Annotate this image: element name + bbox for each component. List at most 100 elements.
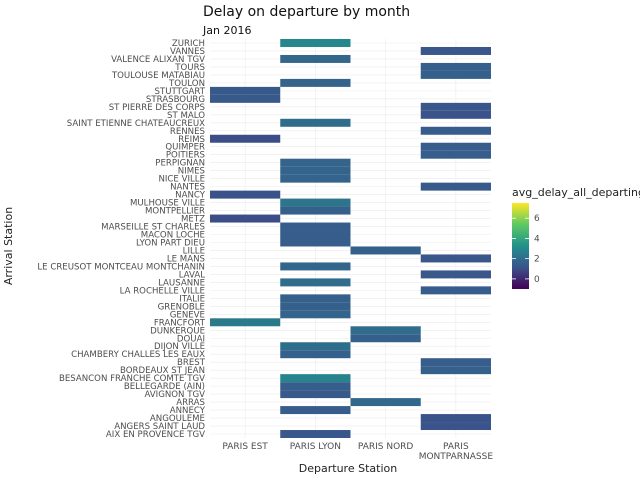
chart-subtitle: Jan 2016 <box>203 24 252 37</box>
heatmap-cell <box>420 110 491 119</box>
heatmap-cell <box>280 174 351 183</box>
y-tick-label: ANGERS SAINT LAUD <box>114 422 205 432</box>
y-tick-label: VANNES <box>170 47 205 57</box>
y-tick-label: LAVAL <box>179 270 206 280</box>
x-tick-label: PARIS EST <box>222 442 268 452</box>
heatmap-cell <box>280 238 351 247</box>
chart-title: Delay on departure by month <box>203 4 411 20</box>
heatmap-cell <box>420 254 491 263</box>
y-tick-label: MONTPELLIER <box>145 207 205 217</box>
y-tick-label: TOURS <box>174 63 205 73</box>
heatmap-cell <box>350 246 421 255</box>
y-tick-label: AVIGNON TGV <box>144 390 205 400</box>
x-tick-labels: PARIS EST PARIS LYON PARIS NORD PARIS MONTPA… <box>222 442 493 462</box>
heatmap-cell <box>280 278 351 287</box>
heatmap-cell <box>420 358 491 367</box>
heatmap-cell <box>280 294 351 303</box>
y-tick-label: LAUSANNE <box>158 278 205 288</box>
y-tick-label: MARSEILLE ST CHARLES <box>101 223 205 233</box>
x-tick-label: PARIS NORD <box>358 442 414 452</box>
heatmap-cell <box>420 70 491 79</box>
y-tick-label: TOULON <box>168 79 205 89</box>
legend-tick-label: 0 <box>534 275 540 285</box>
y-tick-label: NANCY <box>175 191 206 201</box>
heatmap-cell <box>280 374 351 383</box>
x-tick-label: PARIS LYON <box>290 442 341 452</box>
y-tick-label: STUTTGART <box>155 87 206 97</box>
y-tick-label: DOUAI <box>177 334 205 344</box>
heatmap-cell <box>280 342 351 351</box>
heatmap-cell <box>280 206 351 215</box>
heatmap-cell <box>420 142 491 151</box>
y-tick-label: GENEVE <box>170 310 205 320</box>
y-tick-label: LA ROCHELLE VILLE <box>120 286 205 296</box>
y-tick-label: POITIERS <box>166 151 205 161</box>
y-tick-label: CHAMBERY CHALLES LES EAUX <box>71 350 205 360</box>
y-tick-label: REIMS <box>178 135 205 145</box>
y-axis-title: Arrival Station <box>2 207 15 285</box>
heatmap-cell <box>210 134 281 143</box>
heatmap-cell <box>280 222 351 231</box>
heatmap-cell <box>280 382 351 391</box>
heatmap-cell <box>280 198 351 207</box>
heatmap-cell <box>420 46 491 55</box>
heatmap-cell <box>420 102 491 111</box>
heatmap-cell <box>420 182 491 191</box>
heatmap-cell <box>280 158 351 167</box>
legend-ticks: 0 2 4 6 <box>512 214 540 285</box>
x-tick-label: PARIS MONTPARNASSE <box>419 442 494 462</box>
heatmap-cell <box>280 54 351 63</box>
y-tick-label: LYON PART DIEU <box>136 238 205 248</box>
heatmap-cell <box>280 302 351 311</box>
y-tick-label: ST PIERRE DES CORPS <box>109 103 205 113</box>
heatmap-cell <box>350 326 421 335</box>
y-tick-label: MACON LOCHE <box>141 231 205 241</box>
legend-colorbar <box>512 203 529 289</box>
y-tick-label: SAINT ETIENNE CHATEAUCREUX <box>67 119 205 129</box>
y-tick-label: ANNECY <box>170 406 206 416</box>
x-axis-title: Departure Station <box>299 462 397 475</box>
heatmap-cell <box>280 262 351 271</box>
y-tick-label: ITALIE <box>179 294 205 304</box>
heatmap-cell <box>420 414 491 423</box>
heatmap-cell <box>210 94 281 103</box>
y-tick-label: RENNES <box>170 127 205 137</box>
y-tick-label: STRASBOURG <box>146 95 205 105</box>
heatmap-cell <box>420 286 491 295</box>
heatmap-cell <box>420 62 491 71</box>
y-tick-label: DIJON VILLE <box>154 342 205 352</box>
legend-title: avg_delay_all_departing <box>512 186 640 199</box>
y-tick-label: BELLEGARDE (AIN) <box>124 382 205 392</box>
y-tick-label: ANGOULEME <box>150 414 205 424</box>
heatmap-cell <box>280 310 351 319</box>
heatmap-cell <box>280 39 351 47</box>
y-tick-label: BREST <box>177 358 206 368</box>
y-tick-label: ST MALO <box>167 111 205 121</box>
y-tick-label: VALENCE ALIXAN TGV <box>111 55 205 65</box>
heatmap-cell <box>210 318 281 327</box>
y-tick-label: ZURICH <box>172 39 205 49</box>
heatmap-cell <box>280 430 351 438</box>
y-tick-label: TOULOUSE MATABIAU <box>111 71 205 81</box>
y-tick-label: BORDEAUX ST JEAN <box>120 366 205 376</box>
heatmap-cell <box>350 398 421 407</box>
heatmap-cell <box>210 214 281 223</box>
heatmap-cell <box>280 166 351 175</box>
y-tick-label: PERPIGNAN <box>155 159 205 169</box>
heatmap-cell <box>280 350 351 359</box>
y-tick-label: MULHOUSE VILLE <box>130 199 205 209</box>
heatmap-cell <box>420 422 491 431</box>
heatmap-cell <box>280 406 351 415</box>
y-tick-label: NICE VILLE <box>158 175 205 185</box>
y-tick-label: GRENOBLE <box>158 302 205 312</box>
y-tick-label: LILLE <box>183 246 205 256</box>
legend-tick-label: 6 <box>534 214 540 224</box>
y-tick-label: METZ <box>181 215 205 225</box>
heatmap-cell <box>420 126 491 135</box>
y-tick-label: FRANCFORT <box>154 318 206 328</box>
y-tick-label: NANTES <box>170 183 205 193</box>
y-tick-label: LE MANS <box>167 254 205 264</box>
y-tick-label: NIMES <box>178 167 205 177</box>
